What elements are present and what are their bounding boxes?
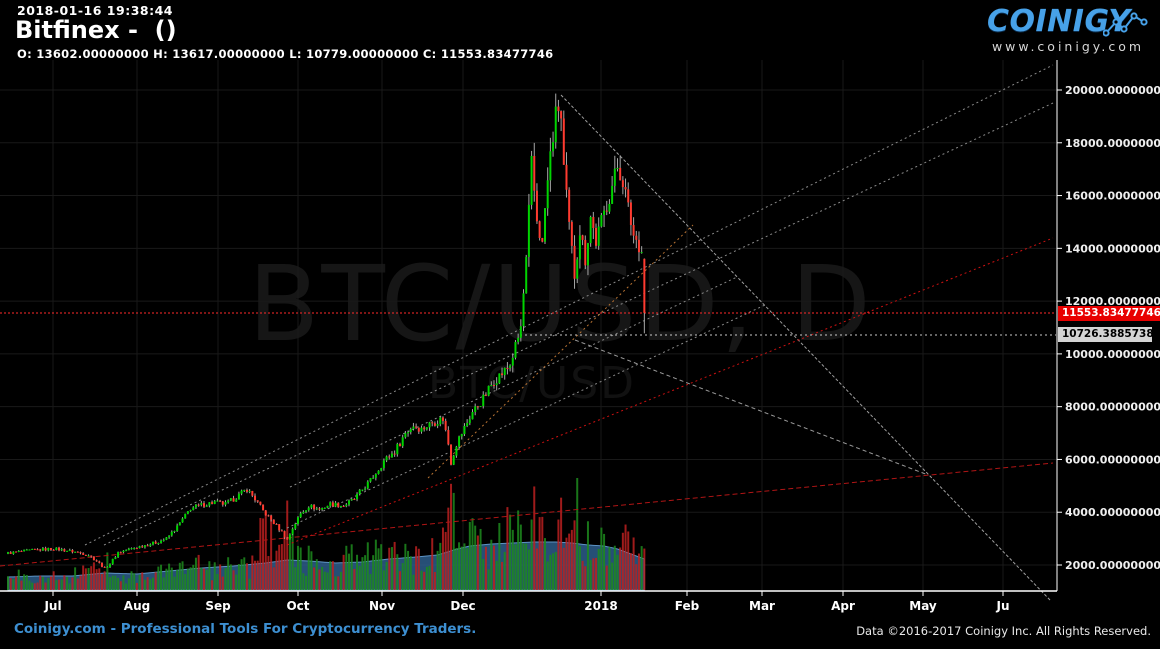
watermark-symbol: BTC/USD, D: [248, 243, 873, 365]
coinigy-url: www.coinigy.com: [991, 39, 1145, 54]
chart-line-icon: [1102, 10, 1149, 42]
time-tick-label: 2018: [584, 599, 617, 613]
descending-resistance[interactable]: [560, 94, 1051, 601]
time-tick-label: Mar: [749, 599, 775, 613]
time-axis[interactable]: Jul Aug Sep Oct Nov Dec 2018 Feb Mar Apr May Ju: [43, 591, 1010, 613]
time-tick-label: Oct: [286, 599, 309, 613]
gann-orange[interactable]: [427, 224, 694, 479]
time-tick-label: Feb: [675, 599, 700, 613]
rising-channel-lower[interactable]: [103, 102, 1054, 546]
rising-fan-2[interactable]: [286, 304, 766, 529]
time-tick-label: May: [909, 599, 937, 613]
last-price-tag: 11553.83477746: [1058, 306, 1160, 321]
gridlines: [0, 60, 1057, 591]
price-tick-label: 2000.00000000: [1065, 559, 1160, 572]
price-tick-label: 10000.00000000: [1065, 348, 1160, 361]
watermark-symbol-secondary: BTC/USD: [428, 358, 637, 409]
chart-title: Bitfinex - (): [15, 16, 177, 44]
axes: [0, 60, 1058, 592]
time-tick-label: Ju: [995, 599, 1009, 613]
price-tick-label: 8000.00000000: [1065, 401, 1160, 414]
time-tick-label: Jul: [43, 599, 61, 613]
candlestick-series: [7, 93, 646, 568]
footer-tagline-link[interactable]: Coinigy.com - Professional Tools For Cry…: [14, 621, 477, 637]
rising-fan-1[interactable]: [289, 276, 738, 488]
rising-channel-upper[interactable]: [84, 64, 1054, 546]
descending-minor[interactable]: [574, 339, 929, 476]
price-tick-label: 20000.00000000: [1065, 84, 1160, 97]
trendlines[interactable]: [0, 64, 1056, 601]
time-tick-label: Nov: [369, 599, 395, 613]
volume-ma-area: [7, 541, 645, 591]
time-tick-label: Apr: [831, 599, 855, 613]
rising-red-support[interactable]: [0, 462, 1054, 567]
time-tick-label: Aug: [124, 599, 150, 613]
ohlc-readout: O: 13602.00000000 H: 13617.00000000 L: 1…: [17, 47, 554, 61]
price-tick-label: 18000.00000000: [1065, 137, 1160, 150]
volume-series: [7, 478, 646, 590]
coinigy-logo[interactable]: COINIGY www.coinigy.com: [983, 2, 1158, 58]
footer-copyright: Data ©2016-2017 Coinigy Inc. All Rights …: [856, 624, 1151, 638]
price-tick-label: 4000.00000000: [1065, 506, 1160, 519]
rising-red-trend[interactable]: [286, 237, 1054, 546]
chart-timestamp: 2018-01-16 19:38:44: [17, 3, 173, 18]
price-tick-label: 12000.00000000: [1065, 295, 1160, 308]
price-axis[interactable]: 20000.00000000 18000.00000000 16000.000000…: [1057, 84, 1160, 572]
price-tick-label: 6000.00000000: [1065, 453, 1160, 466]
price-tick-label: 14000.00000000: [1065, 242, 1160, 255]
time-tick-label: Sep: [205, 599, 231, 613]
time-tick-label: Dec: [450, 599, 475, 613]
alert-price-tag: 10726.38857381: [1058, 327, 1160, 342]
price-tick-label: 16000.00000000: [1065, 190, 1160, 203]
